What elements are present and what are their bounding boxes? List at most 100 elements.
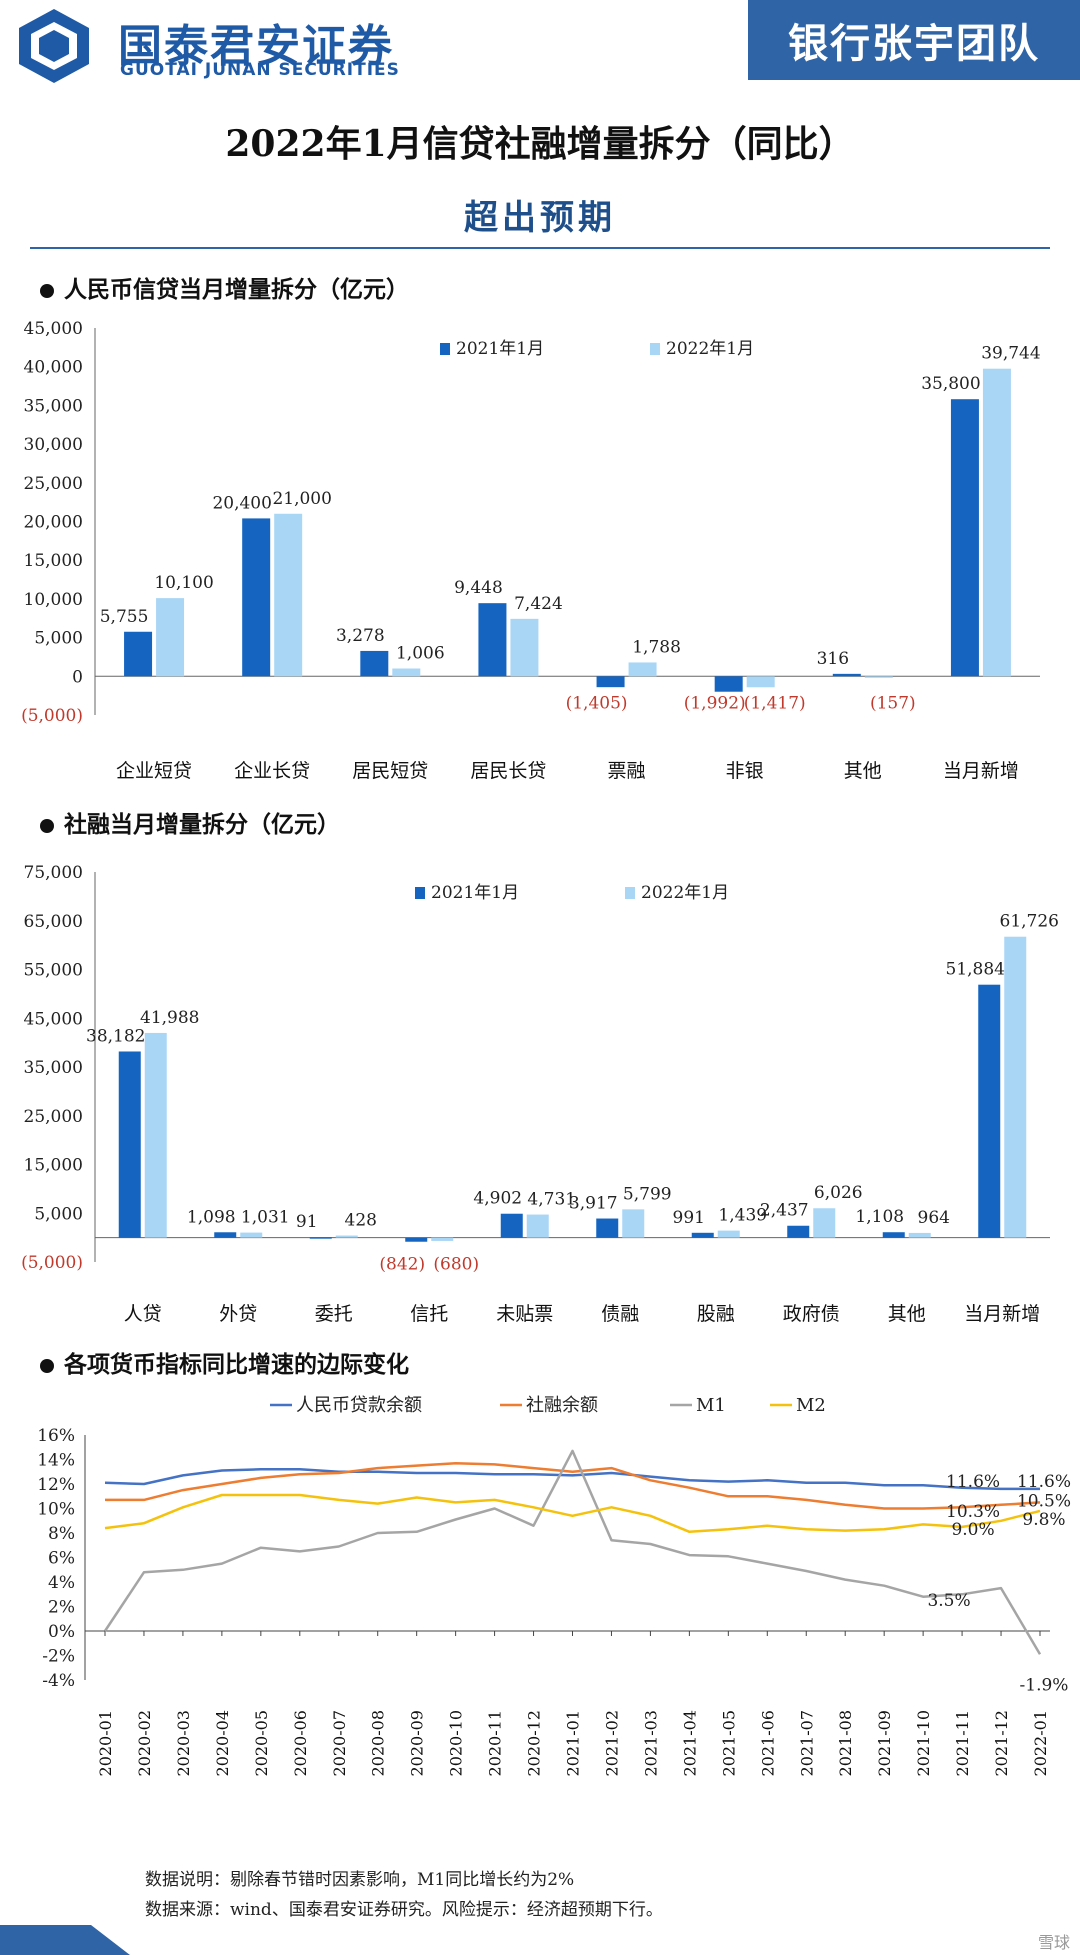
x-tick-label: 企业长贷 bbox=[234, 760, 310, 782]
data-label: 4,731 bbox=[527, 1190, 576, 1210]
bar-2021 bbox=[242, 518, 271, 677]
bar-2022 bbox=[274, 513, 303, 677]
legend-swatch bbox=[625, 887, 635, 899]
header-bar: 国泰君安证券 GUOTAI JUNAN SECURITIES 银行张宇团队 bbox=[0, 0, 1080, 85]
bar-2022 bbox=[908, 1232, 931, 1238]
section-tsf-label: 社融当月增量拆分（亿元） bbox=[64, 811, 340, 838]
data-label: 1,031 bbox=[241, 1208, 290, 1228]
x-tick-label: 2021-06 bbox=[758, 1710, 777, 1776]
legend-swatch bbox=[440, 343, 450, 355]
data-label: 1,439 bbox=[718, 1206, 767, 1226]
end-label: 10.3% bbox=[946, 1502, 1000, 1522]
section-money-title: 各项货币指标同比增速的边际变化 bbox=[40, 1345, 409, 1379]
data-label: (1,992) bbox=[684, 693, 746, 713]
end-label: 11.6% bbox=[946, 1472, 1000, 1492]
x-tick-label: 票融 bbox=[608, 760, 646, 782]
x-tick-label: 居民短贷 bbox=[352, 760, 428, 782]
bar-2021 bbox=[978, 984, 1001, 1238]
data-label: 1,098 bbox=[187, 1207, 236, 1227]
bar-2021 bbox=[360, 650, 389, 677]
y-tick-label: 35,000 bbox=[24, 396, 83, 416]
section-tsf-title: 社融当月增量拆分（亿元） bbox=[40, 805, 340, 839]
legend-label: 2021年1月 bbox=[456, 339, 544, 359]
x-tick-label: 2021-12 bbox=[992, 1710, 1011, 1776]
y-tick-label: -4% bbox=[42, 1671, 75, 1691]
x-tick-label: 2020-12 bbox=[525, 1710, 544, 1776]
x-tick-label: 信托 bbox=[410, 1303, 448, 1325]
data-label: 7,424 bbox=[514, 594, 563, 614]
y-tick-label: 40,000 bbox=[24, 358, 83, 378]
y-tick-label: (5,000) bbox=[21, 706, 83, 726]
y-tick-label: 35,000 bbox=[24, 1058, 83, 1078]
data-source: 数据来源：wind、国泰君安证券研究。风险提示：经济超预期下行。 bbox=[145, 1900, 663, 1920]
y-tick-label: -2% bbox=[42, 1647, 75, 1667]
y-tick-label: 8% bbox=[48, 1524, 75, 1544]
bar-2022 bbox=[392, 668, 421, 677]
bar-2022 bbox=[982, 368, 1011, 677]
x-tick-label: 政府债 bbox=[783, 1303, 840, 1325]
y-tick-label: 55,000 bbox=[24, 961, 83, 981]
bar-2022 bbox=[864, 676, 893, 678]
legend-label: 社融余额 bbox=[526, 1395, 598, 1416]
y-tick-label: 30,000 bbox=[24, 435, 83, 455]
bar-2021 bbox=[214, 1232, 237, 1238]
credit-bar-chart: (5,000) 0 5,000 10,000 15,000 20,000 25,000 30,… bbox=[21, 319, 1041, 782]
data-label: 38,182 bbox=[86, 1026, 145, 1046]
bar-2022 bbox=[510, 618, 539, 677]
bar-2022 bbox=[526, 1214, 549, 1238]
x-tick-label: 2020-04 bbox=[213, 1710, 232, 1776]
x-tick-label: 当月新增 bbox=[964, 1303, 1040, 1325]
x-tick-label: 2020-03 bbox=[174, 1710, 193, 1776]
tsf-bar-chart: (5,000) 5,000 15,000 25,000 35,000 45,000 55,0… bbox=[21, 863, 1059, 1325]
legend-label: 2022年1月 bbox=[666, 339, 754, 359]
x-tick-label: 股融 bbox=[697, 1303, 735, 1325]
corner-decoration bbox=[0, 1925, 130, 1955]
x-tick-label: 2020-06 bbox=[291, 1710, 310, 1776]
x-tick-label: 人贷 bbox=[124, 1303, 162, 1325]
bar-2022 bbox=[156, 598, 185, 677]
end-label: 9.0% bbox=[951, 1520, 994, 1540]
bullet-icon bbox=[40, 819, 54, 833]
x-tick-label: 2021-03 bbox=[641, 1710, 660, 1776]
bar-2021 bbox=[478, 603, 507, 677]
bar-2021 bbox=[596, 1218, 619, 1238]
legend-swatch bbox=[415, 887, 425, 899]
x-tick-label: 2021-01 bbox=[564, 1710, 583, 1776]
y-tick-label: 10,000 bbox=[24, 590, 83, 610]
bar-2021 bbox=[691, 1232, 714, 1238]
series-line bbox=[105, 1461, 1041, 1510]
data-label: (680) bbox=[433, 1255, 479, 1275]
y-tick-label: 16% bbox=[37, 1426, 75, 1446]
data-label: 2,437 bbox=[760, 1201, 809, 1221]
bar-2021 bbox=[832, 673, 861, 677]
y-tick-label: 0% bbox=[48, 1622, 75, 1642]
bar-2022 bbox=[813, 1208, 836, 1238]
data-label: 991 bbox=[673, 1208, 705, 1228]
y-tick-label: 15,000 bbox=[24, 551, 83, 571]
data-label: 9,448 bbox=[454, 578, 503, 598]
y-tick-label: 2% bbox=[48, 1598, 75, 1618]
x-tick-label: 未贴票 bbox=[496, 1303, 553, 1325]
bar-2021 bbox=[714, 676, 743, 692]
legend-label: M2 bbox=[796, 1395, 826, 1416]
page-subtitle: 超出预期 bbox=[464, 198, 616, 238]
bar-2021 bbox=[950, 399, 979, 677]
data-label: 1,006 bbox=[396, 644, 445, 664]
bar-2021 bbox=[787, 1225, 810, 1238]
data-label: (842) bbox=[379, 1255, 425, 1275]
series-line bbox=[103, 1449, 1042, 1655]
data-label: 20,400 bbox=[212, 493, 271, 513]
page-title: 2022年1月信贷社融增量拆分（同比） bbox=[225, 123, 855, 165]
y-tick-label: 65,000 bbox=[24, 912, 83, 932]
series-line bbox=[104, 1493, 1041, 1534]
y-tick-label: 5,000 bbox=[34, 629, 83, 649]
bar-2021 bbox=[124, 631, 153, 677]
data-label: 3,278 bbox=[336, 626, 385, 646]
bar-2022 bbox=[622, 1209, 645, 1238]
x-tick-label: 2021-07 bbox=[797, 1710, 816, 1776]
data-label: 21,000 bbox=[272, 489, 331, 509]
legend-label: M1 bbox=[696, 1395, 726, 1416]
y-tick-label: 10% bbox=[37, 1500, 75, 1520]
title-divider bbox=[30, 247, 1050, 249]
brand-name-en: GUOTAI JUNAN SECURITIES bbox=[120, 60, 400, 80]
